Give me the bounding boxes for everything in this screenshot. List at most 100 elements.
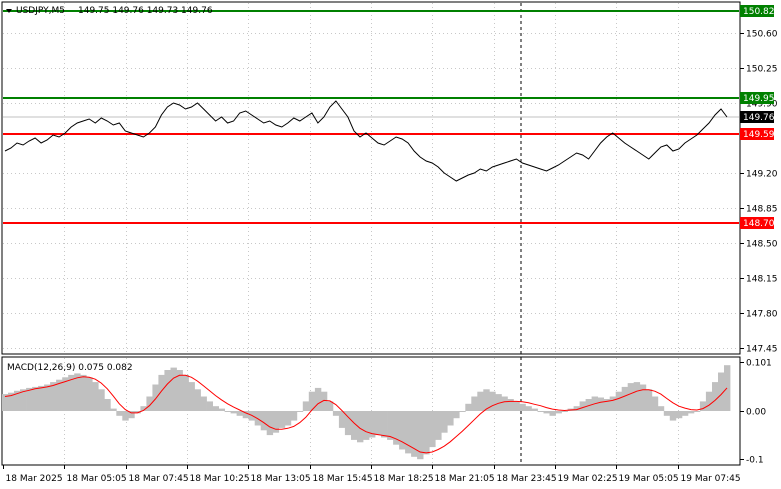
macd-bar [537,411,544,412]
macd-bar [212,406,219,411]
current-price-tag-label: 149.76 [743,113,775,123]
time-label: 18 Mar 13:05 [251,474,311,484]
macd-bar [459,411,466,412]
macd-axis-ticks: 0.101 0.00 -0.1 [740,359,772,466]
macd-bar [471,396,478,411]
price-panel[interactable] [1,1,741,355]
price-tick-label: 147.45 [746,345,778,355]
macd-bar [609,396,617,411]
macd-bar [200,396,207,411]
time-label: 18 Mar 15:45 [313,474,373,484]
symbol-label[interactable]: USDJPY,M5 [16,6,65,16]
macd-bar [519,403,526,411]
level-tag-label: 149.95 [743,94,775,104]
macd-bar [645,389,653,411]
macd-bar [675,411,683,419]
macd-bar [465,403,472,411]
macd-bar [718,372,725,411]
macd-bar [326,401,334,411]
macd-bar [290,411,298,421]
macd-bar [363,411,370,440]
macd-bar [302,401,310,411]
macd-bar [158,374,165,411]
price-tick-label: 148.15 [746,275,778,285]
level-tag-bg [740,128,774,140]
macd-bar [338,411,346,428]
macd-bar [411,411,418,457]
level-lines [3,10,739,224]
macd-bar [429,411,436,448]
macd-bar [513,401,520,411]
macd-bar [86,377,93,411]
macd-tick-label: -0.1 [746,456,764,466]
macd-bar [98,389,105,411]
macd-bar [8,392,15,411]
macd-bar [555,411,562,414]
macd-bar [453,411,460,419]
macd-bar [381,411,388,438]
macd-bar [603,399,611,411]
macd-bar [375,411,382,436]
symbol-dropdown-icon[interactable] [6,9,12,13]
macd-bar [357,411,364,443]
macd-bar [146,396,153,411]
macd-bar [272,411,280,433]
macd-bar [351,411,358,440]
price-axis-ticks: 150.60 150.25 149.90 149.20 148.85 148.50 148.… [740,30,778,355]
macd-bar [194,389,201,411]
level-tag-bg [740,92,774,104]
macd-bar [206,401,213,411]
macd-bar [663,411,671,416]
macd-bar [681,411,689,416]
time-label: 19 Mar 05:05 [619,474,679,484]
macd-bar [134,411,141,414]
level-tag-label: 148.70 [743,219,775,229]
macd-bar [399,411,406,450]
macd-bar [531,408,538,411]
macd-bar [435,411,442,440]
macd-bar [284,411,292,426]
macd-bar [236,411,243,416]
macd-bar [369,411,376,438]
macd-tick-label: 0.00 [746,408,766,418]
macd-bar [507,399,514,411]
macd-bar [477,391,484,411]
macd-bar [332,411,340,416]
macd-bar [122,411,129,421]
price-tick-label: 149.90 [746,100,778,110]
macd-bar [170,367,177,411]
time-label: 18 Mar 23:45 [497,474,557,484]
macd-histogram [2,365,731,460]
macd-bar [176,370,183,411]
time-label: 18 Mar 07:45 [129,474,189,484]
level-tag-label: 149.59 [743,130,775,140]
macd-bar [501,396,508,411]
macd-bar [495,394,502,411]
macd-bar [182,374,189,411]
macd-bar [705,391,713,411]
current-price-tag-bg [740,111,774,123]
time-label: 18 Mar 2025 [6,474,63,484]
macd-bar [26,387,33,411]
macd-bar [56,379,63,411]
macd-bar [579,401,586,411]
macd-bar [308,391,316,411]
macd-bar [62,377,69,411]
macd-bar [405,411,412,454]
macd-bar [597,397,604,411]
macd-tick-label: 0.101 [746,359,772,369]
macd-bar [344,411,352,436]
macd-bar [110,408,117,411]
macd-bar [50,382,57,411]
level-tag-bg [740,217,774,229]
macd-bar [489,391,496,411]
macd-bar [447,411,454,426]
macd-bar [639,384,647,411]
time-axis-labels: 18 Mar 2025 18 Mar 05:05 18 Mar 07:45 18 Ma… [3,465,741,484]
macd-bar [116,411,123,416]
time-label: 19 Mar 02:25 [558,474,618,484]
time-label: 18 Mar 05:05 [67,474,127,484]
level-price-tags: 150.82 149.95 149.59 148.70 149.76 [740,5,775,229]
macd-bar [20,389,27,411]
